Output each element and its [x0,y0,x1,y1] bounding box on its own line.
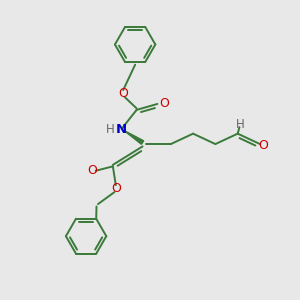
Text: N: N [116,123,127,136]
Text: O: O [159,98,169,110]
Text: O: O [118,87,128,100]
Text: H: H [106,123,115,136]
Text: H: H [236,118,245,131]
Text: O: O [259,139,269,152]
Text: O: O [87,164,97,177]
Text: O: O [111,182,121,195]
Polygon shape [124,130,144,144]
